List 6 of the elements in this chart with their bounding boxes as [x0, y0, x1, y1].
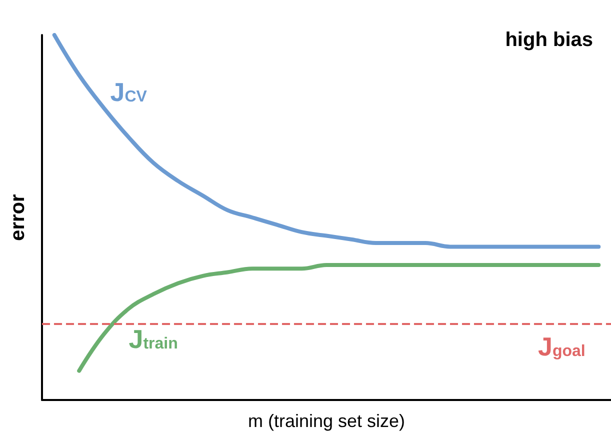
series-label: JCV: [110, 77, 148, 108]
y-axis-title: error: [7, 194, 29, 241]
annotation: high bias: [505, 29, 594, 51]
series-label: Jtrain: [128, 324, 178, 354]
x-axis-title: m (training set size): [248, 411, 406, 431]
ref-line-label: Jgoal: [538, 331, 586, 362]
